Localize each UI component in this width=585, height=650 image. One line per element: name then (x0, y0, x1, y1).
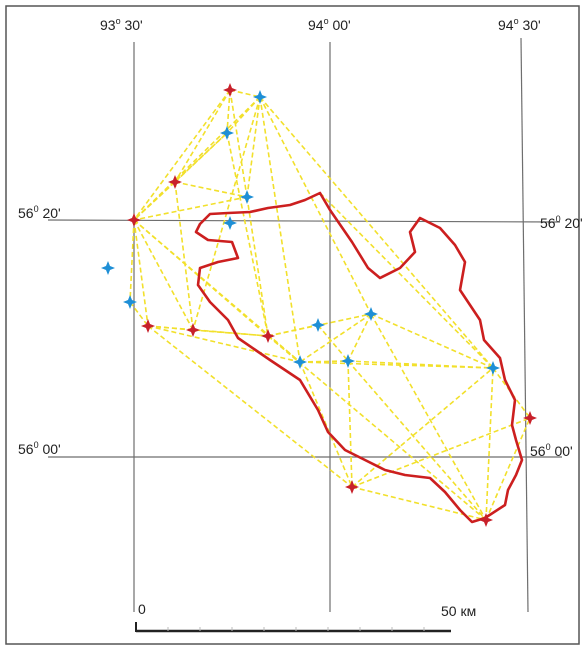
network-link (229, 89, 248, 198)
network-link (370, 313, 494, 369)
station-red-icon (223, 83, 237, 97)
station-red-icon (127, 213, 141, 227)
network-link (347, 313, 372, 362)
network-link (351, 367, 494, 488)
network-link (129, 219, 135, 303)
parallel-label-56-20-right: 560 20' (540, 214, 583, 231)
network-link (147, 325, 353, 488)
station-red-icon (345, 480, 359, 494)
network-link (347, 360, 487, 521)
parallel-label-56-00-left: 560 00' (18, 440, 61, 457)
network-link (347, 360, 353, 488)
station-blue-icon (240, 190, 254, 204)
parallel-label-56-00-right: 560 00' (530, 442, 573, 459)
network-link (226, 132, 269, 337)
network-link (267, 324, 319, 337)
network-link (133, 219, 194, 331)
meridian-label-93-30: 93o 30' (100, 16, 143, 33)
station-blue-icon (293, 355, 307, 369)
station-blue-icon (220, 126, 234, 140)
network-link (174, 181, 248, 198)
network-link (133, 196, 248, 221)
network-link (147, 325, 269, 337)
network-link (299, 360, 349, 363)
station-red-icon (168, 175, 182, 189)
network-link (246, 96, 261, 198)
station-red-icon (523, 411, 537, 425)
network-link (259, 96, 372, 315)
station-blue-icon (123, 295, 137, 309)
station-red-icon (141, 319, 155, 333)
network-link (174, 181, 194, 331)
map-frame (5, 5, 580, 645)
network-link (370, 313, 487, 521)
station-red-icon (479, 513, 493, 527)
network-link (133, 132, 228, 221)
network-link (174, 89, 231, 183)
network-link (133, 219, 301, 363)
station-blue-icon (311, 318, 325, 332)
station-blue-icon (101, 261, 115, 275)
network-link (133, 89, 231, 221)
meridian-94-30 (520, 37, 529, 613)
network-link (492, 367, 531, 419)
network-link (485, 367, 494, 521)
station-blue-icon (486, 361, 500, 375)
station-blue-icon (223, 216, 237, 230)
network-link (147, 325, 301, 363)
network-link (133, 219, 149, 327)
meridian-label-94-00: 94o 00' (308, 16, 351, 33)
network-link (485, 417, 531, 521)
scale-start-label: 0 (138, 601, 146, 617)
network-link (259, 96, 494, 369)
scale-end-label: 50 км (441, 603, 476, 619)
network-link (226, 96, 261, 134)
station-blue-icon (253, 90, 267, 104)
network-link (192, 329, 269, 337)
station-blue-icon (364, 307, 378, 321)
stations (101, 83, 537, 527)
station-red-icon (186, 323, 200, 337)
network-link (129, 301, 149, 327)
network-link (229, 89, 261, 98)
meridian-label-94-30: 94o 30' (498, 16, 541, 33)
network-link (299, 313, 372, 363)
network-link (299, 361, 494, 369)
network-link (259, 96, 301, 363)
scale-bar: 0 50 км (135, 601, 476, 633)
region-boundary (194, 191, 524, 524)
station-blue-icon (341, 354, 355, 368)
network-link (226, 89, 231, 134)
parallel-label-56-20-left: 560 20' (18, 204, 61, 221)
network-link (319, 192, 494, 369)
station-red-icon (261, 329, 275, 343)
station-network (129, 89, 531, 521)
